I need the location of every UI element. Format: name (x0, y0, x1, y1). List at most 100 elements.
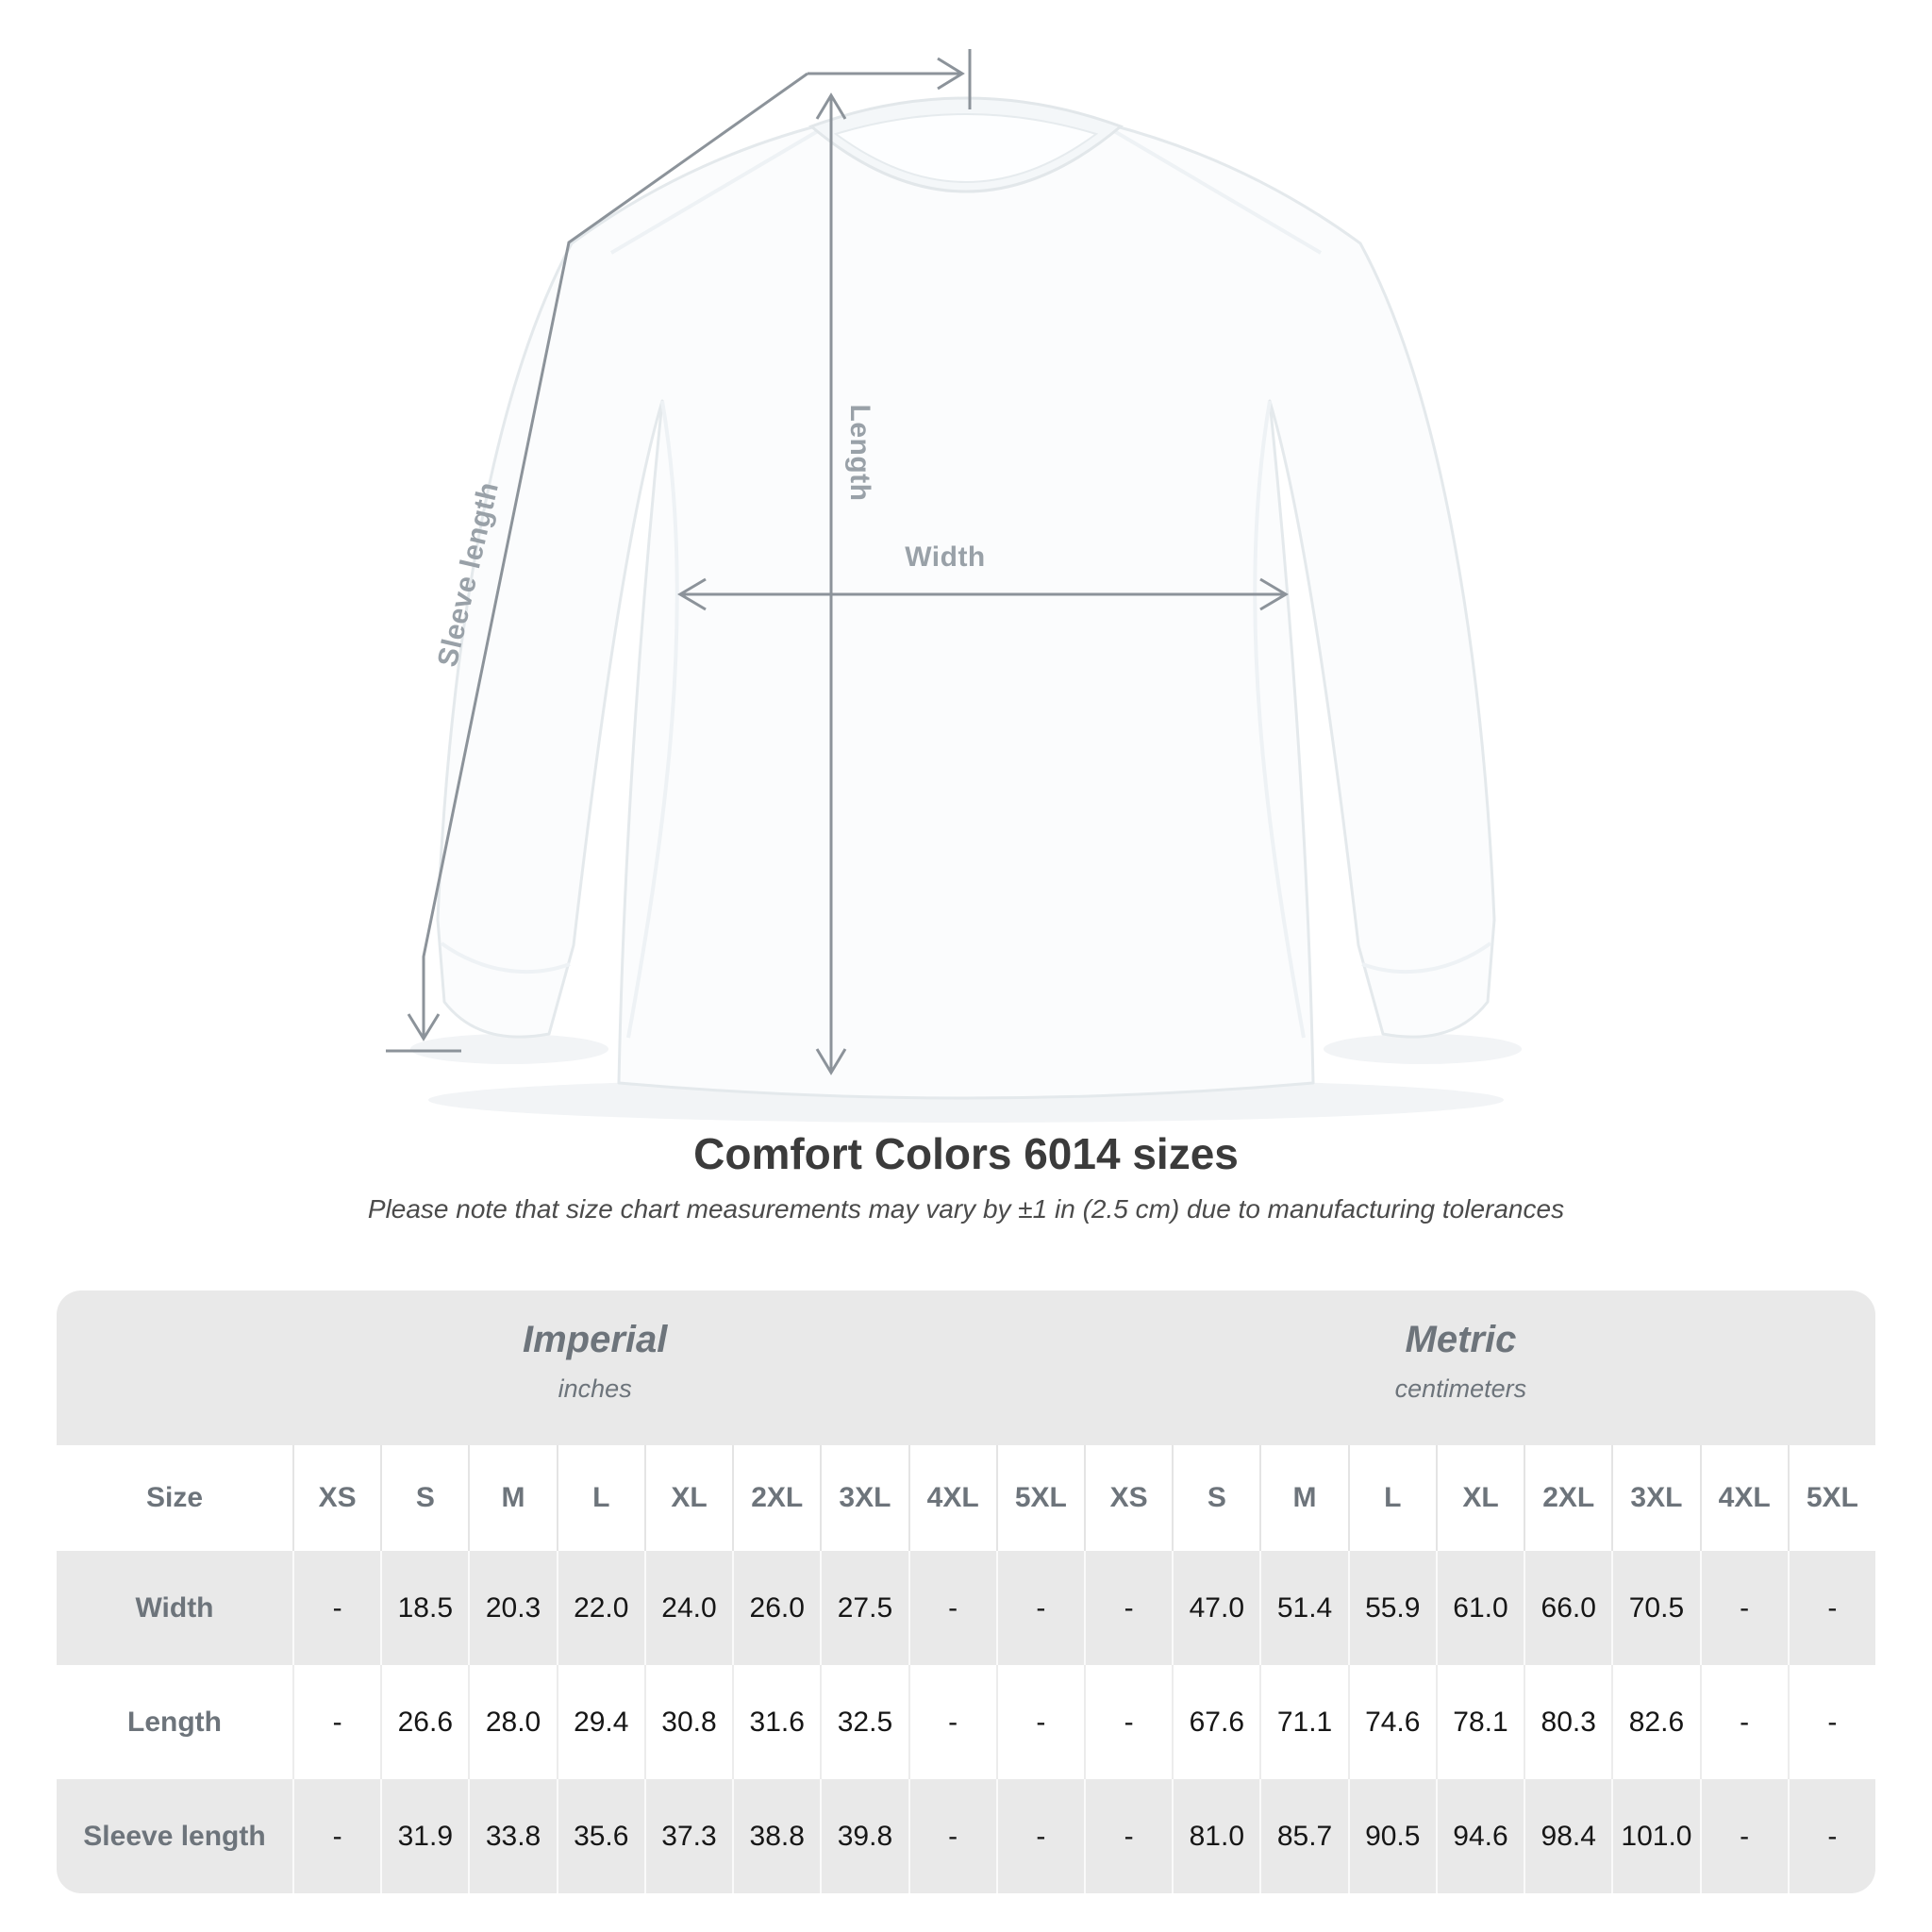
measure-row-sleeve-length: Sleeve length -31.9 33.8 35.6 37.3 38.8 39.8- -… (57, 1779, 1875, 1893)
row-label: Length (127, 1706, 222, 1738)
row-label: Width (135, 1591, 214, 1624)
value-cell: 31.6 (732, 1665, 820, 1779)
value-cell: - (995, 1551, 1084, 1665)
value-cell: 82.6 (1611, 1665, 1699, 1779)
size-col-header-metric-m: M (1259, 1445, 1347, 1551)
value-cell: 85.7 (1259, 1779, 1347, 1893)
value-cell: 94.6 (1435, 1779, 1524, 1893)
value-cell: 39.8 (820, 1779, 908, 1893)
value-cell: 18.5 (380, 1551, 468, 1665)
value-cell: - (1083, 1665, 1172, 1779)
value-cell: - (1083, 1551, 1172, 1665)
shirt-illustration (386, 49, 1522, 1123)
size-col-header-imperial-4xl: 4XL (908, 1445, 996, 1551)
left-cuff-shadow (410, 1034, 608, 1064)
left-body-seam (626, 400, 679, 1039)
width-arrow-left-icon (677, 577, 707, 611)
value-cell: - (908, 1551, 996, 1665)
value-cell: - (908, 1779, 996, 1893)
imperial-unit-label: inches (558, 1374, 632, 1403)
size-col-header-metric-3xl: 3XL (1611, 1445, 1699, 1551)
value-cell: - (292, 1779, 380, 1893)
value-cell: 35.6 (556, 1779, 644, 1893)
value-cell: 37.3 (643, 1779, 732, 1893)
width-arrow-right-icon (1259, 577, 1289, 611)
value-cell: - (1699, 1551, 1788, 1665)
value-cell: - (908, 1665, 996, 1779)
value-cell: 67.6 (1172, 1665, 1259, 1779)
right-body-seam (1253, 400, 1306, 1039)
value-cell: - (292, 1551, 380, 1665)
value-cell: 24.0 (643, 1551, 732, 1665)
size-col-header-imperial-l: L (556, 1445, 644, 1551)
size-table: Imperial inches Metric centimeters Size … (57, 1291, 1875, 1893)
left-shoulder-seam (609, 126, 824, 255)
unit-header-band: Imperial inches Metric centimeters (57, 1291, 1875, 1445)
value-cell: 33.8 (468, 1779, 556, 1893)
value-cell: 31.9 (380, 1779, 468, 1893)
shirt-diagram: Sleeve length Length Width (386, 49, 1522, 1123)
tolerance-note: Please note that size chart measurements… (367, 1194, 1565, 1224)
size-header-row: Size XS S M L XL 2XL 3XL 4XL 5XL XS S M L XL 2XL 3XL 4XL… (57, 1445, 1875, 1551)
value-cell: 81.0 (1172, 1779, 1259, 1893)
heading-block: Comfort Colors 6014 sizes Please note th… (0, 1128, 1932, 1224)
value-cell: 90.5 (1347, 1779, 1436, 1893)
metric-group-label: Metric (1405, 1319, 1517, 1360)
length-label: Length (844, 404, 875, 502)
value-cell: - (1787, 1665, 1875, 1779)
value-cell: - (292, 1665, 380, 1779)
top-arrow-right-icon (937, 57, 965, 91)
size-col-header-metric-s: S (1172, 1445, 1259, 1551)
value-cell: 32.5 (820, 1665, 908, 1779)
value-cell: 55.9 (1347, 1551, 1436, 1665)
size-col-header-imperial-5xl: 5XL (995, 1445, 1084, 1551)
right-cuff-seam (1361, 941, 1492, 974)
size-col-header-imperial-m: M (468, 1445, 556, 1551)
value-cell: 70.5 (1611, 1551, 1699, 1665)
size-col-header-metric-2xl: 2XL (1524, 1445, 1611, 1551)
metric-group: Metric centimeters (1395, 1291, 1527, 1404)
value-cell: - (1787, 1551, 1875, 1665)
size-col-header-metric-l: L (1347, 1445, 1436, 1551)
value-cell: - (1787, 1779, 1875, 1893)
value-cell: 61.0 (1435, 1551, 1524, 1665)
imperial-group-label: Imperial (522, 1319, 668, 1360)
value-cell: - (1699, 1665, 1788, 1779)
value-cell: 30.8 (643, 1665, 732, 1779)
page-title: Comfort Colors 6014 sizes (693, 1129, 1239, 1178)
value-cell: - (995, 1665, 1084, 1779)
sleeve-measure-line (422, 72, 808, 1036)
value-cell: 51.4 (1259, 1551, 1347, 1665)
value-cell: 28.0 (468, 1665, 556, 1779)
value-cell: 38.8 (732, 1779, 820, 1893)
sleeve-arrow-down-icon (407, 1013, 441, 1041)
measure-row-width: Width -18.5 20.3 22.0 24.0 26.0 27.5- - -47.0 51.… (57, 1551, 1875, 1665)
value-cell: 22.0 (556, 1551, 644, 1665)
value-cell: 26.6 (380, 1665, 468, 1779)
row-label: Sleeve length (83, 1820, 266, 1852)
right-cuff-shadow (1324, 1034, 1522, 1064)
measure-row-length: Length -26.6 28.0 29.4 30.8 31.6 32.5- - -67.6 71… (57, 1665, 1875, 1779)
size-col-header-imperial-2xl: 2XL (732, 1445, 820, 1551)
width-label: Width (905, 541, 986, 573)
size-col-header-imperial-s: S (380, 1445, 468, 1551)
size-table-body: Width -18.5 20.3 22.0 24.0 26.0 27.5- - -47.0 51.… (57, 1551, 1875, 1893)
length-arrow-up-icon (815, 92, 847, 120)
size-col-header-imperial-xl: XL (643, 1445, 732, 1551)
length-arrow-down-icon (815, 1048, 847, 1075)
right-shoulder-seam (1108, 126, 1323, 255)
value-cell: 20.3 (468, 1551, 556, 1665)
size-col-header-metric-5xl: 5XL (1787, 1445, 1875, 1551)
value-cell: - (1699, 1779, 1788, 1893)
shirt-body (436, 104, 1496, 1100)
size-col-header-metric-xs: XS (1083, 1445, 1172, 1551)
collar-inner (833, 113, 1099, 183)
size-col-header-metric-4xl: 4XL (1699, 1445, 1788, 1551)
value-cell: 98.4 (1524, 1779, 1611, 1893)
value-cell: - (995, 1779, 1084, 1893)
size-col-header-metric-xl: XL (1435, 1445, 1524, 1551)
size-corner-label: Size (145, 1482, 204, 1513)
value-cell: 74.6 (1347, 1665, 1436, 1779)
value-cell: 80.3 (1524, 1665, 1611, 1779)
value-cell: 71.1 (1259, 1665, 1347, 1779)
